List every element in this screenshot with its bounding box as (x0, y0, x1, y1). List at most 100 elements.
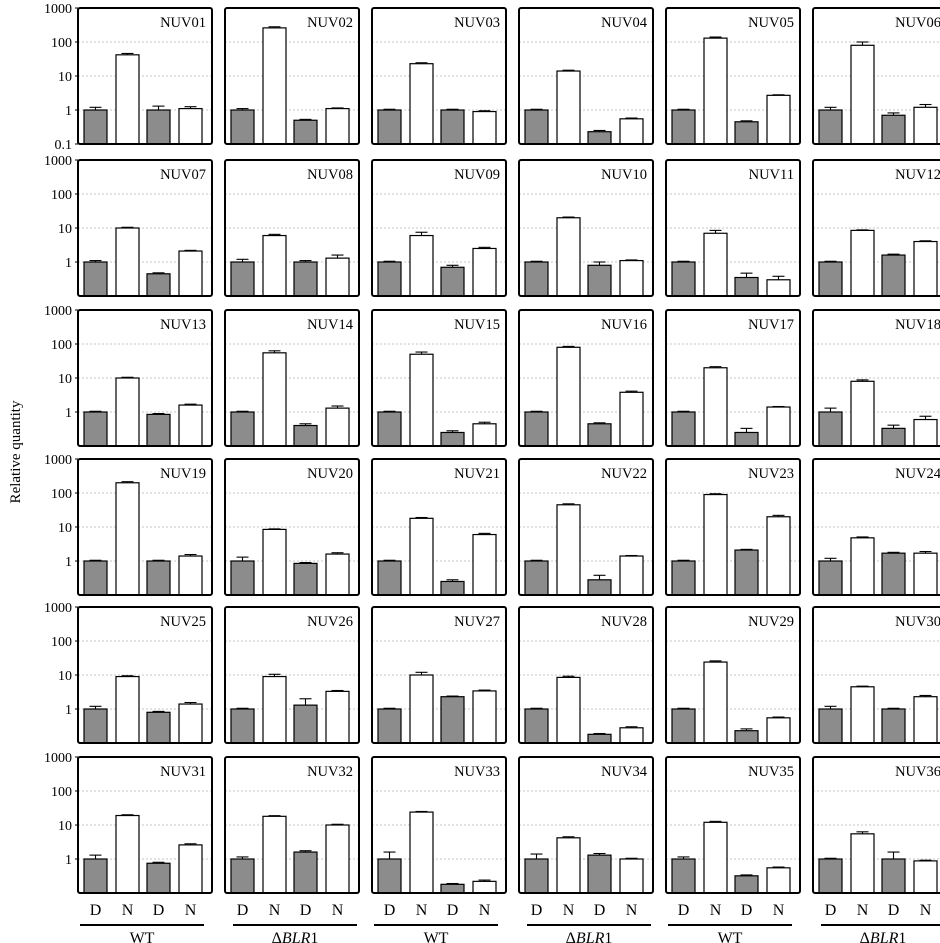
panel-title: NUV18 (895, 317, 940, 333)
bar-nuv11-2 (703, 232, 728, 297)
bar-nuv17-2 (703, 367, 728, 447)
bar-nuv21-2 (409, 517, 434, 596)
bar-nuv32-1 (230, 858, 255, 894)
bar-nuv04-2 (556, 70, 581, 145)
bar-nuv15-4 (472, 423, 497, 447)
bar-nuv06-2 (850, 44, 875, 145)
bar-nuv07-4 (178, 250, 203, 297)
panel-frame (224, 7, 360, 145)
y-tick-label: 1000 (44, 154, 72, 169)
bar-nuv10-1 (524, 261, 549, 297)
panel-title: NUV32 (307, 764, 353, 780)
bar-nuv27-4 (472, 690, 497, 744)
panel-frame (665, 7, 801, 145)
panel-nuv12: NUV12 (812, 159, 940, 297)
bar-nuv18-3 (881, 427, 906, 447)
y-tick-label: 10 (58, 70, 72, 85)
bar-nuv08-2 (262, 234, 287, 297)
x-category-label: D (237, 902, 249, 919)
bar-nuv30-1 (818, 708, 843, 744)
x-category-label: D (90, 902, 102, 919)
panel-frame (665, 309, 801, 447)
bar-nuv25-1 (83, 708, 108, 744)
x-category-label: N (563, 902, 575, 919)
bar-nuv28-3 (587, 733, 612, 744)
bar-nuv29-4 (766, 717, 791, 744)
bar-nuv07-2 (115, 227, 140, 297)
bar-nuv33-2 (409, 811, 434, 894)
bar-nuv08-4 (325, 257, 350, 297)
panel-frame (371, 606, 507, 744)
panel-frame (518, 606, 654, 744)
bar-nuv07-3 (146, 273, 171, 297)
bar-nuv29-2 (703, 661, 728, 744)
panel-title: NUV10 (601, 167, 647, 183)
bar-nuv24-1 (818, 560, 843, 596)
x-category-label: N (710, 902, 722, 919)
panel-frame (518, 159, 654, 297)
x-category-label: D (384, 902, 396, 919)
y-tick-label: 1 (65, 853, 72, 868)
panel-frame (371, 309, 507, 447)
bar-nuv22-4 (619, 555, 644, 596)
bar-nuv08-1 (230, 261, 255, 297)
bar-nuv04-4 (619, 118, 644, 145)
panel-nuv23: NUV23 (665, 458, 801, 596)
panel-title: NUV34 (601, 764, 648, 780)
bar-nuv31-4 (178, 844, 203, 894)
bar-nuv29-3 (734, 730, 759, 744)
bar-nuv33-1 (377, 858, 402, 894)
y-tick-label: 1000 (44, 601, 72, 616)
bar-nuv34-3 (587, 854, 612, 894)
panel-title: NUV08 (307, 167, 353, 183)
panel-nuv11: NUV11 (665, 159, 801, 297)
x-category-label: N (416, 902, 428, 919)
x-category-label: N (773, 902, 785, 919)
panel-title: NUV22 (601, 466, 647, 482)
panel-frame (224, 458, 360, 596)
bar-nuv01-4 (178, 107, 203, 145)
panel-nuv20: NUV20 (224, 458, 360, 596)
bar-nuv16-1 (524, 411, 549, 447)
x-category-label: D (888, 902, 900, 919)
bar-nuv24-4 (913, 552, 938, 596)
bar-nuv27-2 (409, 674, 434, 744)
bar-nuv09-2 (409, 234, 434, 297)
bar-nuv01-3 (146, 109, 171, 145)
bar-nuv03-2 (409, 63, 434, 145)
panel-nuv24: NUV24 (812, 458, 940, 596)
group-label-wt: WT (130, 930, 155, 943)
panel-title: NUV21 (454, 466, 500, 482)
x-category-label: D (531, 902, 543, 919)
panel-nuv29: NUV29 (665, 606, 801, 744)
x-category-label: D (447, 902, 459, 919)
bar-nuv30-4 (913, 696, 938, 744)
bar-nuv02-1 (230, 109, 255, 145)
panel-nuv36: NUV36 (812, 756, 940, 894)
bar-nuv35-2 (703, 821, 728, 894)
panel-nuv33: NUV33 (371, 756, 507, 894)
panel-title: NUV04 (601, 15, 648, 31)
panel-nuv21: NUV21 (371, 458, 507, 596)
bar-nuv25-3 (146, 711, 171, 744)
bar-nuv35-4 (766, 867, 791, 894)
bar-nuv18-1 (818, 411, 843, 447)
bar-nuv16-4 (619, 391, 644, 447)
panel-frame (812, 159, 940, 297)
panel-frame (518, 458, 654, 596)
bar-nuv24-2 (850, 537, 875, 596)
panel-frame (812, 606, 940, 744)
bar-nuv24-3 (881, 552, 906, 596)
x-category-label: N (626, 902, 638, 919)
panel-frame (371, 7, 507, 145)
bar-nuv28-1 (524, 708, 549, 744)
panel-title: NUV19 (160, 466, 206, 482)
panel-frame (371, 159, 507, 297)
x-category-label: D (300, 902, 312, 919)
bar-nuv08-3 (293, 261, 318, 297)
group-label-wt: WT (718, 930, 743, 943)
panel-title: NUV26 (307, 614, 353, 630)
y-tick-label: 1 (65, 703, 72, 718)
bar-nuv34-2 (556, 837, 581, 894)
panel-nuv17: NUV17 (665, 309, 801, 447)
